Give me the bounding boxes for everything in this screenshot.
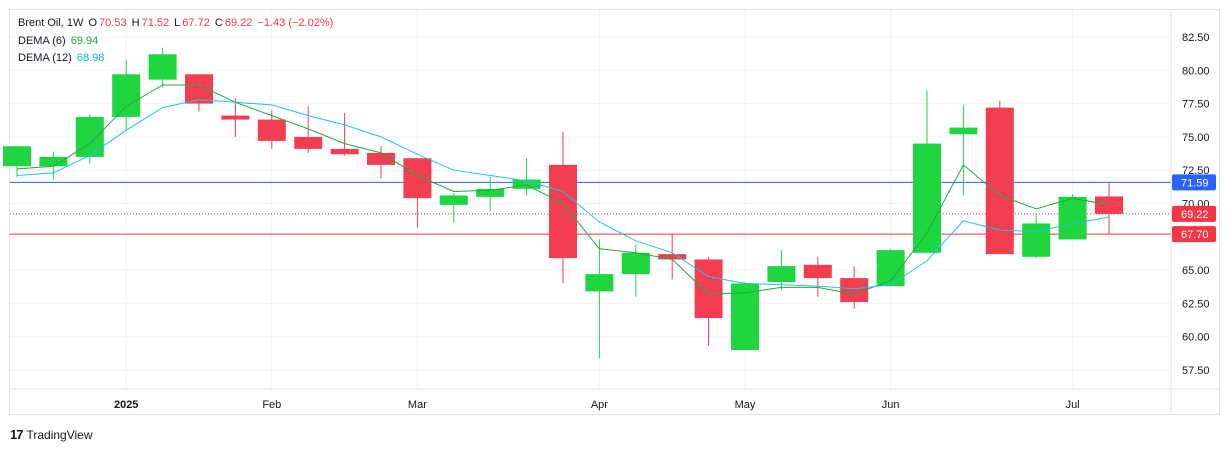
price-tick-label: 65.00 [1182, 265, 1210, 277]
candle-body [1058, 196, 1087, 240]
chart-frame[interactable] [9, 9, 1220, 415]
candle-body [3, 146, 31, 167]
tradingview-branding[interactable]: 17 TradingView [10, 427, 93, 442]
price-tick-label: 80.00 [1182, 65, 1210, 77]
legend-symbol: Brent Oil, 1W [18, 17, 84, 29]
candle-body [367, 152, 395, 165]
legend-high-label: H [131, 17, 140, 29]
legend-high-value: 71.52 [141, 17, 170, 29]
candle-body [221, 115, 250, 120]
candle-body [658, 254, 687, 260]
candle-body [294, 136, 323, 149]
candle-body [913, 143, 941, 253]
legend-dema12-label: DEMA (12) [18, 52, 72, 64]
hline-blue-label: 71.59 [1181, 177, 1209, 189]
legend-open-label: O [88, 17, 98, 29]
legend-low-label: L [174, 17, 181, 29]
candle-body [148, 54, 177, 80]
tradingview-name: TradingView [26, 427, 93, 442]
legend-low-value: 67.72 [182, 17, 210, 29]
price-tick-label: 75.00 [1182, 132, 1210, 144]
legend-dema6-label: DEMA (6) [18, 35, 66, 47]
legend-close-label: C [214, 17, 223, 29]
candle-body [330, 148, 359, 155]
time-tick-label: Mar [408, 399, 427, 411]
candle-body [39, 156, 68, 167]
price-tick-label: 72.50 [1182, 165, 1210, 177]
candle-body [257, 119, 286, 141]
candle-body [840, 278, 869, 303]
time-tick-label: Jun [882, 399, 900, 411]
last-price-label: 69.22 [1181, 209, 1209, 221]
price-tick-label: 77.50 [1182, 99, 1210, 111]
candle-body [512, 179, 541, 189]
candle-body [439, 195, 468, 205]
candle-body [549, 164, 577, 259]
last-price-badge [1172, 205, 1216, 222]
candle-body [621, 252, 650, 275]
hline-red-label: 67.70 [1181, 229, 1209, 241]
time-tick-label: Jul [1066, 399, 1080, 411]
legend-ohlc: Brent Oil, 1W O 70.53 H 71.52 L 67.72 C 69.2… [18, 17, 335, 30]
hline-red-badge [1172, 226, 1216, 243]
time-tick-label: May [735, 399, 756, 411]
candle-body [767, 266, 796, 283]
legend-dema6-value: 69.94 [70, 35, 99, 47]
price-tick-label: 82.50 [1182, 32, 1210, 44]
candle-body [985, 107, 1014, 255]
time-tick-label: Feb [262, 399, 281, 411]
candle-body [1022, 223, 1051, 257]
price-tick-label: 62.50 [1182, 298, 1210, 310]
legend-dema6[interactable]: DEMA (6) 69.94 [18, 35, 100, 48]
candle-body [585, 274, 614, 292]
candle-body [112, 74, 141, 117]
candle-body [803, 264, 832, 279]
candle-body [75, 116, 104, 157]
candle-body [949, 127, 978, 135]
legend-dema12-value: 68.98 [76, 52, 105, 64]
candle-body [1095, 196, 1123, 214]
candle-body [476, 188, 505, 197]
price-tick-label: 60.00 [1182, 332, 1210, 344]
legend-dema12[interactable]: DEMA (12) 68.98 [18, 52, 106, 65]
time-tick-label: 2025 [114, 399, 138, 411]
dema12-line [16, 99, 1110, 290]
legend-close-value: 69.22 [224, 17, 253, 29]
candle-body [694, 259, 723, 319]
legend-open-value: 70.53 [99, 17, 127, 29]
price-tick-label: 57.50 [1182, 365, 1210, 377]
candle-body [403, 158, 432, 199]
dema6-line [16, 84, 1110, 295]
legend-change: −1.43 (−2.02%) [257, 17, 334, 29]
candle-body [731, 283, 759, 351]
tradingview-logo-icon: 17 [10, 427, 24, 442]
hline-blue-badge [1172, 174, 1216, 191]
time-tick-label: Apr [591, 399, 608, 411]
